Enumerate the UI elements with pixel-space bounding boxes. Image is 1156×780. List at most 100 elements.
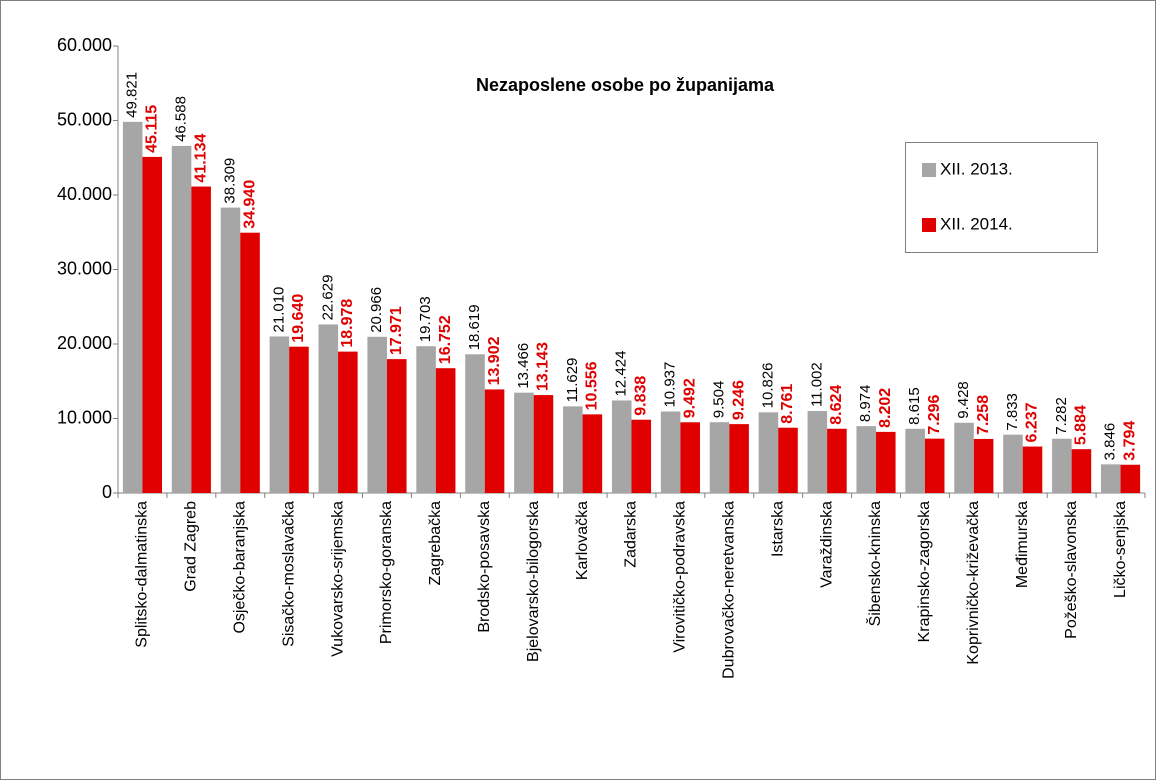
bar — [680, 422, 700, 493]
value-label: 9.246 — [730, 380, 747, 420]
x-tick-label: Vukovarsko-srijemska — [329, 501, 346, 657]
x-tick-label: Bjelovarsko-bilogorska — [525, 501, 542, 662]
x-tick-label: Sisačko-moslavačka — [280, 501, 297, 647]
y-tick-label: 30.000 — [57, 258, 112, 278]
value-label: 18.978 — [339, 299, 356, 348]
x-tick-label: Grad Zagreb — [183, 501, 200, 592]
value-label: 17.971 — [388, 306, 405, 355]
bar — [191, 186, 211, 493]
value-label: 49.821 — [124, 72, 141, 118]
bar — [367, 336, 387, 493]
bar — [269, 336, 290, 493]
value-label: 13.466 — [515, 343, 532, 389]
bar — [1052, 438, 1072, 493]
value-label: 7.296 — [926, 395, 943, 435]
x-tick-label: Šibensko-kninska — [865, 501, 884, 627]
legend-label: XII. 2013. — [940, 159, 1013, 178]
bar — [856, 426, 877, 493]
value-label: 16.752 — [437, 315, 454, 364]
value-label: 6.237 — [1024, 402, 1041, 442]
bar — [289, 346, 309, 493]
bar — [807, 411, 828, 493]
x-tick-label: Istarska — [769, 501, 786, 557]
bar — [827, 428, 847, 493]
bar — [582, 414, 603, 493]
value-label: 11.002 — [808, 362, 825, 407]
value-label: 20.966 — [368, 287, 385, 333]
value-label: 12.424 — [613, 351, 630, 397]
value-label: 13.902 — [486, 336, 503, 385]
bar — [1120, 464, 1141, 493]
y-tick-label: 0 — [102, 482, 112, 502]
value-label: 3.846 — [1102, 423, 1119, 461]
value-label: 22.629 — [319, 275, 336, 321]
bar — [122, 121, 143, 493]
value-label: 9.838 — [632, 376, 649, 416]
x-tick-label: Virovitičko-podravska — [672, 501, 689, 653]
bar — [1022, 446, 1043, 493]
x-tick-label: Požeško-slavonska — [1063, 501, 1080, 639]
legend-swatch — [922, 163, 936, 177]
value-label: 5.884 — [1073, 405, 1090, 445]
x-tick-label: Primorsko-goranska — [378, 501, 395, 644]
bar — [660, 411, 681, 493]
value-label: 3.794 — [1122, 421, 1139, 461]
value-label: 11.629 — [564, 358, 581, 403]
x-tick-label: Osječko-baranjska — [231, 501, 248, 634]
chart-title: Nezaposlene osobe po županijama — [476, 75, 775, 95]
bar — [465, 354, 485, 493]
bar — [318, 324, 339, 493]
value-label: 8.202 — [877, 388, 894, 428]
bar — [631, 419, 652, 493]
x-tick-label: Ličko-senjska — [1112, 501, 1129, 598]
x-tick-label: Međimurska — [1014, 501, 1031, 588]
value-label: 8.615 — [906, 387, 923, 425]
value-label: 19.640 — [290, 294, 307, 343]
bar — [924, 438, 945, 493]
bar — [905, 428, 925, 493]
x-tick-label: Karlovačka — [574, 501, 591, 580]
bar — [142, 156, 163, 493]
legend-swatch — [922, 218, 936, 232]
value-label: 19.703 — [417, 296, 434, 342]
bar — [171, 145, 192, 493]
x-tick-label: Koprivničko-križevačka — [965, 501, 982, 665]
y-tick-label: 60.000 — [57, 35, 112, 55]
bar — [435, 368, 456, 493]
y-tick-label: 10.000 — [57, 407, 112, 427]
bar — [778, 427, 798, 493]
value-label: 9.492 — [681, 378, 698, 418]
bar — [484, 389, 505, 493]
bar — [758, 412, 779, 493]
value-label: 8.974 — [857, 385, 874, 423]
bar — [533, 395, 554, 493]
bar — [563, 406, 583, 493]
x-tick-label: Dubrovačko-neretvanska — [721, 501, 738, 679]
value-label: 18.619 — [466, 304, 483, 350]
x-tick-label: Zadarska — [623, 501, 640, 568]
bar — [1100, 464, 1121, 493]
y-tick-label: 40.000 — [57, 184, 112, 204]
value-label: 46.588 — [173, 96, 190, 142]
value-label: 8.624 — [828, 385, 845, 425]
bar — [1003, 434, 1023, 493]
x-tick-label: Splitsko-dalmatinska — [134, 501, 151, 648]
bar — [514, 392, 534, 493]
bar — [1071, 449, 1092, 493]
y-tick-label: 20.000 — [57, 333, 112, 353]
value-label: 9.504 — [710, 381, 727, 419]
legend-box — [905, 142, 1098, 253]
value-label: 7.258 — [975, 395, 992, 435]
value-label: 21.010 — [270, 287, 287, 333]
x-tick-label: Brodsko-posavska — [476, 501, 493, 633]
bar — [709, 422, 730, 493]
bar — [611, 400, 632, 493]
value-label: 9.428 — [955, 381, 972, 419]
value-label: 13.143 — [535, 342, 552, 391]
bar — [729, 424, 749, 493]
value-label: 45.115 — [143, 105, 160, 153]
value-label: 10.937 — [662, 362, 679, 408]
bar — [220, 207, 241, 493]
value-label: 8.761 — [779, 384, 796, 424]
